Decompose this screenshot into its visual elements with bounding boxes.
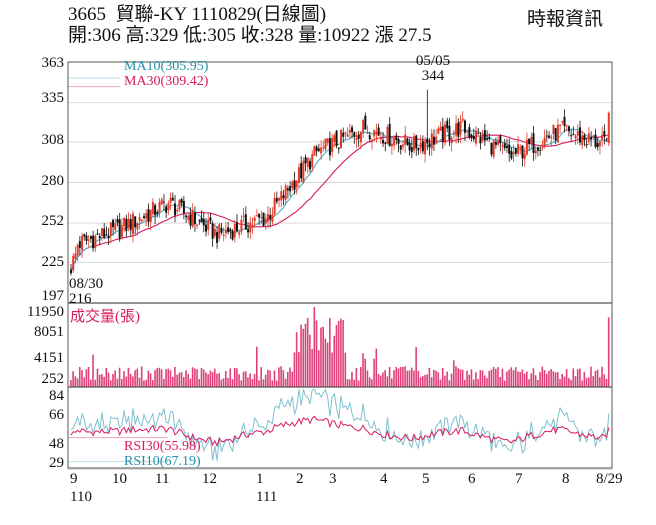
x-year-110: 110 — [70, 489, 92, 505]
price-tick-335: 335 — [41, 90, 65, 106]
x-date-8-29: 8/29 — [596, 471, 623, 487]
rsi-tick-48: 48 — [49, 436, 64, 452]
volume-label: 成交量(張) — [70, 309, 140, 325]
volume-tick-252: 252 — [41, 371, 65, 387]
x-month-6: 6 — [468, 471, 476, 487]
brand-label: 時報資訊 — [527, 9, 604, 30]
x-month-12: 12 — [202, 471, 217, 487]
x-month-3: 3 — [329, 471, 337, 487]
x-month-5: 5 — [422, 471, 430, 487]
volume-tick-11950: 11950 — [27, 304, 64, 320]
price-tick-197: 197 — [41, 288, 65, 304]
volume-tick-4151: 4151 — [34, 350, 64, 366]
x-month-10: 10 — [112, 471, 127, 487]
price-tick-280: 280 — [41, 173, 65, 189]
x-month-4: 4 — [380, 471, 388, 487]
rsi30-legend: RSI30(55.98) — [124, 439, 201, 454]
high-value-annotation: 344 — [421, 68, 445, 84]
low-date-annotation: 08/30 — [69, 276, 104, 292]
price-tick-308: 308 — [41, 132, 65, 148]
rsi-tick-29: 29 — [49, 455, 64, 471]
x-month-2: 2 — [296, 471, 304, 487]
price-tick-252: 252 — [41, 213, 65, 229]
chart-title: 3665 貿聯-KY 1110829(日線圖) — [68, 4, 327, 25]
ma30-legend: MA30(309.42) — [124, 74, 209, 89]
rsi-tick-84: 84 — [49, 388, 64, 404]
price-tick-363: 363 — [41, 55, 65, 71]
high-date-annotation: 05/05 — [415, 53, 451, 69]
ohlc-summary: 開:306 高:329 低:305 收:328 量:10922 漲 27.5 — [68, 25, 432, 46]
ma10-legend: MA10(305.95) — [124, 59, 209, 74]
volume-tick-8051: 8051 — [34, 324, 64, 340]
price-tick-225: 225 — [41, 254, 65, 270]
low-value-annotation: 216 — [69, 291, 92, 307]
rsi10-legend: RSI10(67.19) — [124, 454, 201, 469]
rsi-tick-66: 66 — [49, 407, 64, 423]
x-year-111: 111 — [256, 489, 278, 505]
x-month-8: 8 — [562, 471, 570, 487]
x-month-11: 11 — [155, 471, 170, 487]
x-month-9: 9 — [70, 471, 78, 487]
x-month-1: 1 — [256, 471, 264, 487]
x-month-7: 7 — [515, 471, 523, 487]
